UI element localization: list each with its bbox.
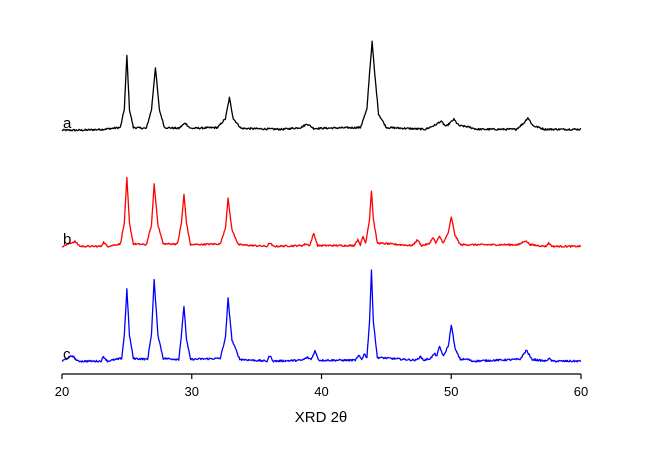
- x-tick-label: 60: [574, 384, 588, 399]
- x-tick-label: 30: [185, 384, 199, 399]
- series-label-a: a: [63, 115, 72, 132]
- series-traces: [61, 40, 582, 363]
- series-label-c: c: [63, 346, 71, 363]
- series-labels: a b c: [63, 115, 72, 363]
- series-line-b: [61, 176, 582, 248]
- series-line-c: [61, 269, 582, 363]
- x-axis-label: XRD 2θ: [295, 409, 348, 426]
- x-tick-label: 40: [314, 384, 328, 399]
- x-tick-label: 50: [444, 384, 458, 399]
- x-axis-ticks: 20 30 40 50 60: [55, 374, 588, 399]
- x-tick-label: 20: [55, 384, 69, 399]
- series-label-b: b: [63, 231, 71, 248]
- series-line-a: [61, 40, 582, 132]
